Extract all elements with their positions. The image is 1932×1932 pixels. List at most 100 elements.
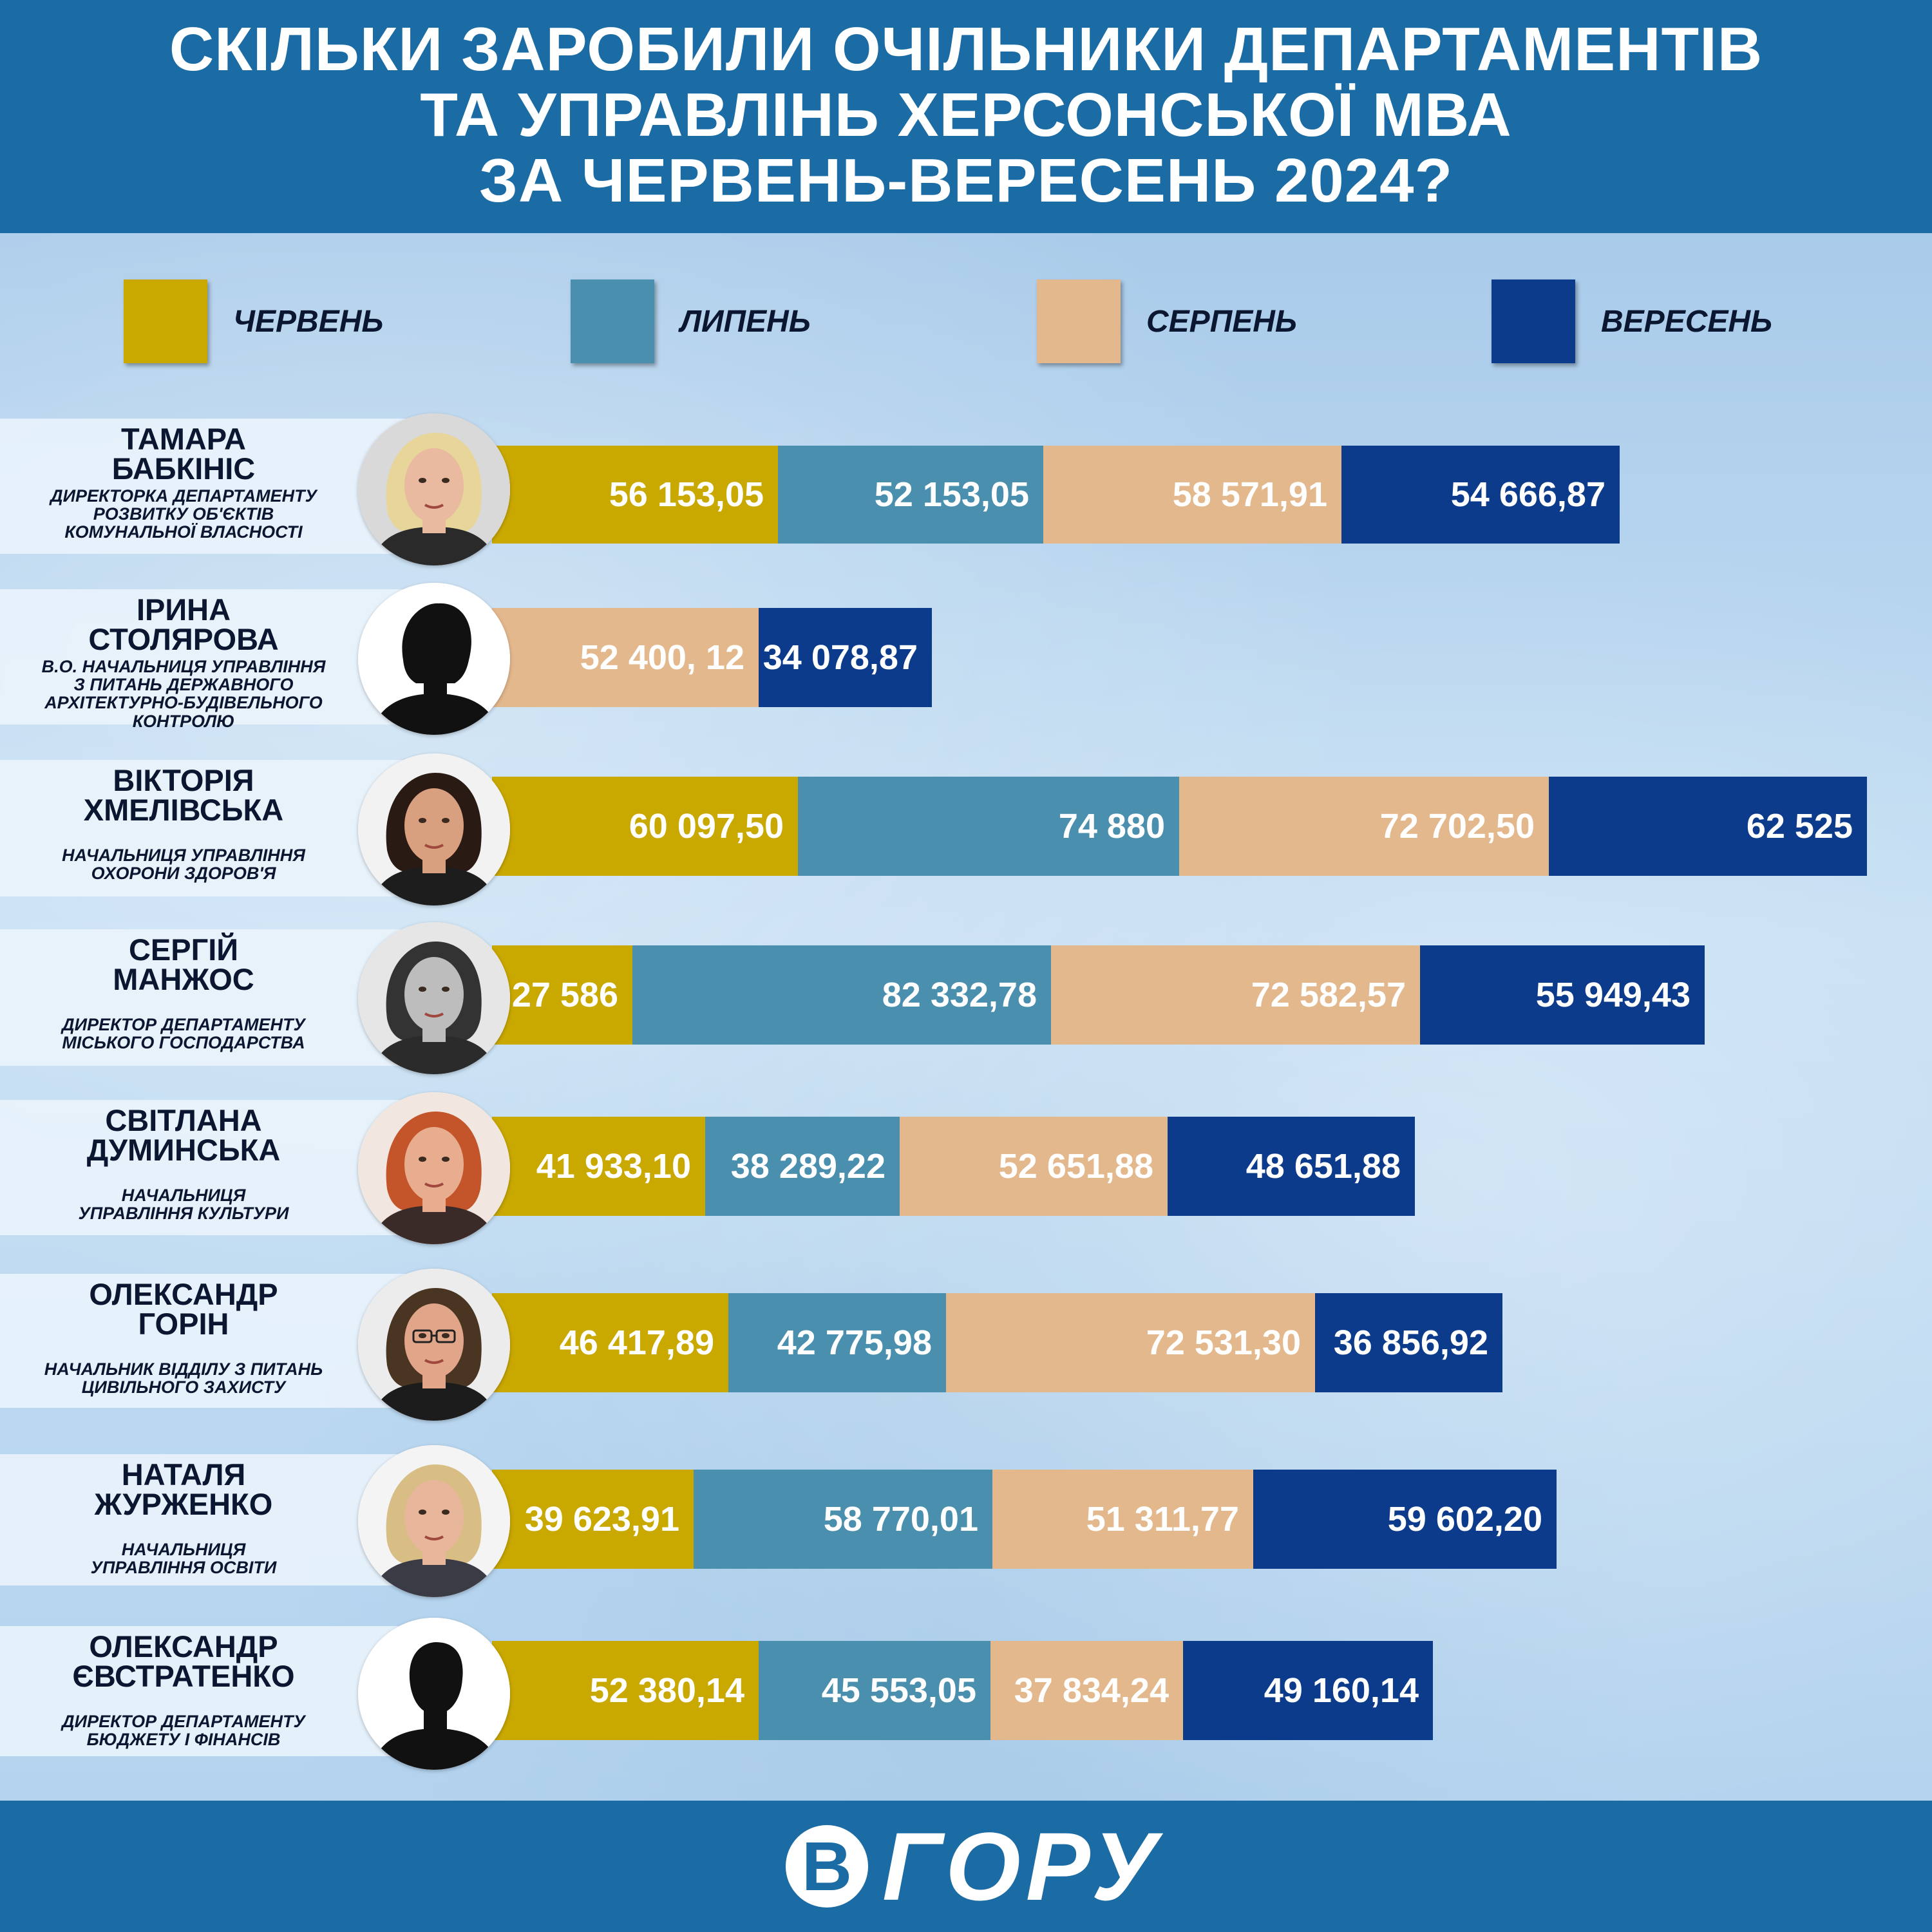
person-name-line: СЕРГІЙ (128, 933, 239, 967)
person-role-line: БЮДЖЕТУ І ФІНАНСІВ (86, 1730, 281, 1749)
bar-value-label: 37 834,24 (1014, 1671, 1169, 1710)
person-photo (358, 753, 510, 905)
bar-segment-september: 55 949,43 (1420, 945, 1705, 1045)
bar-segment-september: 48 651,88 (1168, 1117, 1415, 1216)
title-line-3: ЗА ЧЕРВЕНЬ-ВЕРЕСЕНЬ 2024? (478, 146, 1454, 215)
bar-value-label: 39 623,91 (524, 1500, 679, 1539)
person-photo (358, 1269, 510, 1421)
bar-segment-august: 52 651,88 (900, 1117, 1168, 1216)
bar-segment-june: 39 623,91 (492, 1470, 694, 1569)
bar-value-label: 34 078,87 (762, 638, 918, 677)
bar-segment-june: 46 417,89 (492, 1293, 728, 1392)
bar-value-label: 52 380,14 (589, 1671, 744, 1710)
person-role-line: МІСЬКОГО ГОСПОДАРСТВА (62, 1033, 305, 1052)
bar-segment-july: 52 153,05 (778, 446, 1043, 544)
person-role-line: НАЧАЛЬНИК ВІДДІЛУ З ПИТАНЬ (44, 1359, 323, 1379)
bar-value-label: 48 651,88 (1245, 1147, 1401, 1186)
person-role-line: ДИРЕКТОРКА ДЕПАРТАМЕНТУ (50, 486, 317, 506)
bar-segment-august: 72 582,57 (1051, 945, 1420, 1045)
person-photo-image (358, 583, 510, 735)
bar-value-label: 51 311,77 (1086, 1500, 1239, 1539)
person-name-line: БАБКІНІС (111, 451, 256, 486)
person-panel (0, 760, 412, 896)
footer-banner (0, 1801, 1932, 1932)
person-name-line: ОЛЕКСАНДР (89, 1629, 278, 1663)
person-photo-image (358, 1092, 510, 1244)
person-name-line: ЄВСТРАТЕНКО (72, 1659, 295, 1693)
bar-segment-june: 41 933,10 (492, 1117, 705, 1216)
bar-segment-september: 36 856,92 (1315, 1293, 1502, 1392)
bar-value-label: 38 289,22 (730, 1147, 886, 1186)
person-name-line: ГОРІН (138, 1307, 229, 1341)
person-photo (358, 1445, 510, 1597)
bar-value-label: 54 666,87 (1450, 475, 1605, 514)
person-name-line: СТОЛЯРОВА (88, 622, 279, 656)
bar-segment-august: 58 571,91 (1043, 446, 1341, 544)
person-role-line: В.О. НАЧАЛЬНИЦЯ УПРАВЛІННЯ (41, 657, 326, 676)
bar-segment-august: 37 834,24 (990, 1641, 1183, 1740)
bar-segment-july: 38 289,22 (705, 1117, 900, 1216)
bar-segment-august: 72 702,50 (1179, 777, 1549, 876)
bar-value-label: 49 160,14 (1264, 1671, 1419, 1710)
person-photo-image (358, 1269, 510, 1421)
legend-swatch-june (124, 279, 207, 363)
bar-value-label: 52 400, 12 (580, 638, 744, 677)
bar-segment-july: 82 332,78 (632, 945, 1051, 1045)
person-photo (358, 413, 510, 565)
person-role-line: РОЗВИТКУ ОБ'ЄКТІВ (93, 504, 274, 524)
bar-value-label: 42 775,98 (777, 1323, 932, 1362)
header-banner: СКІЛЬКИ ЗАРОБИЛИ ОЧІЛЬНИКИ ДЕПАРТАМЕНТІВ… (0, 0, 1932, 233)
person-name-line: ТАМАРА (121, 422, 246, 456)
person-photo-image (358, 1618, 510, 1770)
person-photo (358, 1092, 510, 1244)
person-panel (0, 419, 412, 554)
bar-segment-july: 42 775,98 (728, 1293, 946, 1392)
bar-value-label: 52 651,88 (998, 1147, 1153, 1186)
bar-segment-july: 58 770,01 (694, 1470, 992, 1569)
person-panel (0, 1454, 412, 1586)
person-photo-image (358, 922, 510, 1074)
person-role-line: УПРАВЛІННЯ ОСВІТИ (90, 1558, 277, 1577)
person-role-line: ОХОРОНИ ЗДОРОВ'Я (91, 864, 276, 883)
legend-swatch-september (1492, 279, 1575, 363)
bar-segment-july: 45 553,05 (759, 1641, 990, 1740)
title-line-2: ТА УПРАВЛІНЬ ХЕРСОНСЬКОЇ МВА (420, 80, 1512, 149)
person-role-line: ЦИВІЛЬНОГО ЗАХИСТУ (81, 1378, 286, 1397)
bar-value-label: 74 880 (1058, 807, 1165, 846)
bar-segment-june: 56 153,05 (492, 446, 778, 544)
bar-value-label: 82 332,78 (882, 976, 1037, 1014)
bar-segment-september: 59 602,20 (1253, 1470, 1557, 1569)
bar-value-label: 27 586 (511, 976, 618, 1014)
person-panel (0, 929, 412, 1066)
bar-value-label: 72 582,57 (1251, 976, 1406, 1014)
person-role-line: УПРАВЛІННЯ КУЛЬТУРИ (78, 1204, 289, 1223)
person-name-line: СВІТЛАНА (105, 1103, 262, 1137)
legend-label-june: ЧЕРВЕНЬ (233, 305, 384, 339)
bar-segment-june: 52 380,14 (492, 1641, 759, 1740)
bar-value-label: 55 949,43 (1535, 976, 1690, 1014)
person-panel (0, 1626, 412, 1756)
bar-segment-september: 49 160,14 (1183, 1641, 1433, 1740)
bar-value-label: 52 153,05 (874, 475, 1029, 514)
bar-value-label: 62 525 (1746, 807, 1853, 846)
bar-segment-august: 52 400, 12 (492, 608, 759, 707)
person-role-line: З ПИТАНЬ ДЕРЖАВНОГО (73, 675, 294, 694)
person-panel (0, 1100, 412, 1235)
person-role-line: ДИРЕКТОР ДЕПАРТАМЕНТУ (62, 1712, 305, 1731)
person-panel (0, 1274, 412, 1408)
bar-segment-september: 54 666,87 (1341, 446, 1620, 544)
person-name-line: ВІКТОРІЯ (113, 763, 254, 797)
vgoru-logo: В ГОРУ (786, 1818, 1224, 1915)
person-name-line: НАТАЛЯ (121, 1457, 246, 1492)
bar-segment-july: 74 880 (798, 777, 1179, 876)
bar-value-label: 58 571,91 (1172, 475, 1327, 514)
person-role-line: НАЧАЛЬНИЦЯ (121, 1186, 246, 1205)
bar-value-label: 45 553,05 (821, 1671, 976, 1710)
person-name-line: ХМЕЛІВСЬКА (83, 793, 284, 827)
person-role-line: КОМУНАЛЬНОЇ ВЛАСНОСТІ (64, 522, 303, 542)
person-name-line: ІРИНА (136, 592, 231, 627)
person-role-line: НАЧАЛЬНИЦЯ УПРАВЛІННЯ (62, 846, 305, 865)
person-photo (358, 1618, 510, 1770)
bar-value-label: 72 702,50 (1379, 807, 1535, 846)
